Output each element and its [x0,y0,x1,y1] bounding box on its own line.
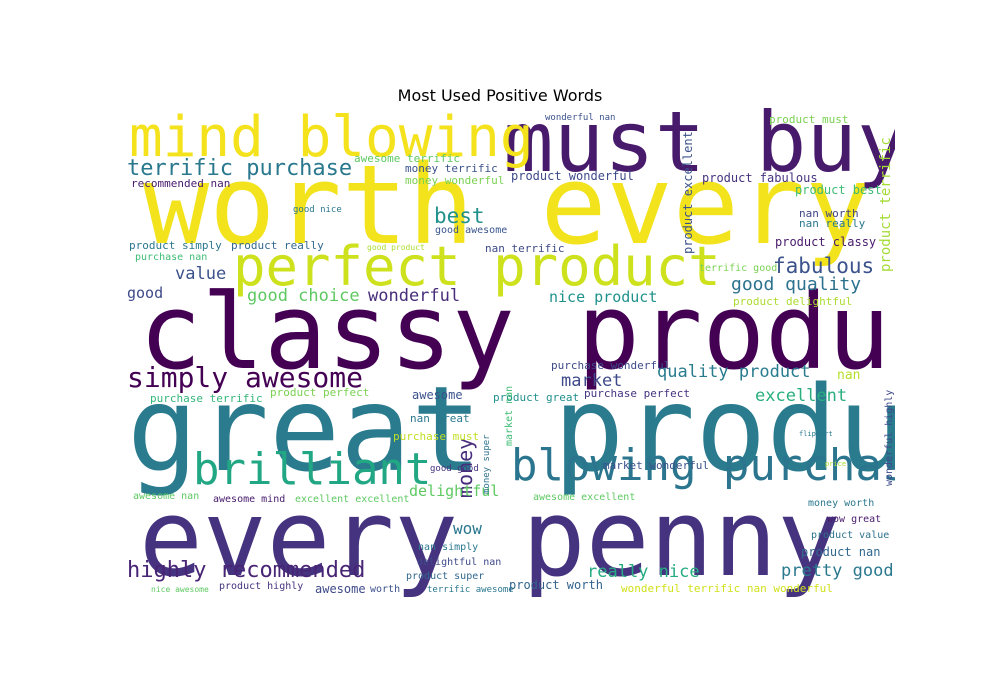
word-product-excellent: product excellent [681,131,695,254]
word-wonderful-terrific-nan-wonderful: wonderful terrific nan wonderful [621,582,833,595]
word-product-simply: product simply [129,239,222,252]
word-product-value: product value [811,530,890,541]
word-nan-great: nan great [410,412,470,425]
word-really-nice: really nice [587,562,700,582]
word-best: best [434,204,485,228]
word-nan-worth: nan worth [799,207,859,220]
word-product-delightful: product delightful [733,295,853,308]
word-terrific-good: terrific good [699,263,778,274]
word-money-wonderful: money wonderful [405,174,505,187]
word-market-nan: market nan [504,385,515,446]
word-money-terrific: money terrific [405,162,498,175]
word-mind-blowing: mind blowing [129,108,534,170]
word-every-penny: every penny [139,477,841,598]
word-product-worth: product worth [509,578,603,592]
word-purchase-terrific: purchase terrific [150,392,263,405]
word-good-nice: good nice [293,205,342,215]
word-purchase-nan: purchase nan [135,252,208,263]
word-awesome-excellent: awesome excellent [533,492,636,503]
word-terrific-awesome: terrific awesome [427,585,514,595]
word-fabulous: fabulous [773,254,875,278]
word-cloud: great product worth every every penny class… [125,108,895,598]
word-good-product: good product [367,243,425,252]
word-product-must: product must [769,113,849,126]
word-purchase-wonderful: purchase wonderful [551,359,671,372]
word-wow-great: wow great [827,514,882,525]
word-price: price [825,460,847,468]
word-awesome-nan: awesome nan [133,491,200,502]
word-product-wonderful: product wonderful [511,169,634,183]
word-must-buy: must buy [503,108,895,191]
word-product-best: product best [795,183,882,197]
chart-title: Most Used Positive Words [397,86,603,105]
word-value: value [175,264,227,284]
word-great-product: great product [127,360,895,498]
word-wonderful-highly: wonderful highly [884,389,895,486]
word-nan-simply: nan simply [418,542,479,553]
word-wonderful-nan: wonderful nan [545,113,616,123]
word-product-great: product great [493,391,580,404]
word-product-fabulous: product fabulous [702,171,818,185]
word-product-classy: product classy [775,235,877,249]
word-blowing-purchase: blowing purchase [511,440,895,491]
word-market: market [561,371,623,391]
word-flipkart: flipkart [799,430,833,438]
word-nice-product: nice product [549,288,658,306]
word-delightful: delightful [409,482,500,500]
word-excellent-excellent: excellent excellent [295,494,410,505]
word-worth-every: worth every [143,141,872,269]
word-purchase-must: purchase must [393,430,480,443]
word-nan: nan [837,368,861,383]
word-recommended-nan: recommended nan [131,177,231,190]
word-market-wonderful: market wonderful [603,459,709,472]
word-awesome: awesome [412,388,463,402]
word-good-quality: good quality [731,274,862,295]
word-awesome-terrific: awesome terrific [354,152,460,165]
word-money-super: money super [482,434,492,494]
word-purchase-perfect: purchase perfect [584,387,690,400]
word-simply-awesome: simply awesome [127,361,364,394]
word-good: good [127,284,164,302]
word-awesome-mind: awesome mind [213,494,286,505]
word-awesome: awesome [315,582,366,596]
word-product-really: product really [231,239,324,252]
word-delightful-nan: delightful nan [417,557,502,568]
word-nan-really: nan really [799,217,866,230]
word-terrific-purchase: terrific purchase [127,156,353,181]
word-good-good: good good [430,464,479,474]
word-worth: worth [370,584,401,595]
word-good-awesome: good awesome [435,225,508,236]
word-quality-product: quality product [657,362,811,382]
word-good-choice: good choice [247,286,360,306]
word-pretty-good: pretty good [781,561,894,581]
word-product-highly: product highly [219,581,304,592]
word-product-super: product super [406,571,485,582]
word-classy-product: classy product [139,271,895,393]
word-money-worth: money worth [808,498,875,509]
word-perfect-product: perfect product [233,235,721,298]
word-wow: wow [453,519,482,538]
word-excellent: excellent [755,386,848,406]
word-wonderful: wonderful [368,286,461,306]
word-nan-terrific: nan terrific [485,242,565,255]
word-nice-awesome: nice awesome [151,585,209,594]
word-product-terrific: product terrific [878,137,894,272]
word-product-nan: product nan [801,545,881,559]
word-product-perfect: product perfect [270,386,370,399]
word-highly-recommended: highly recommended [127,558,366,583]
word-brilliant: brilliant [193,444,432,495]
